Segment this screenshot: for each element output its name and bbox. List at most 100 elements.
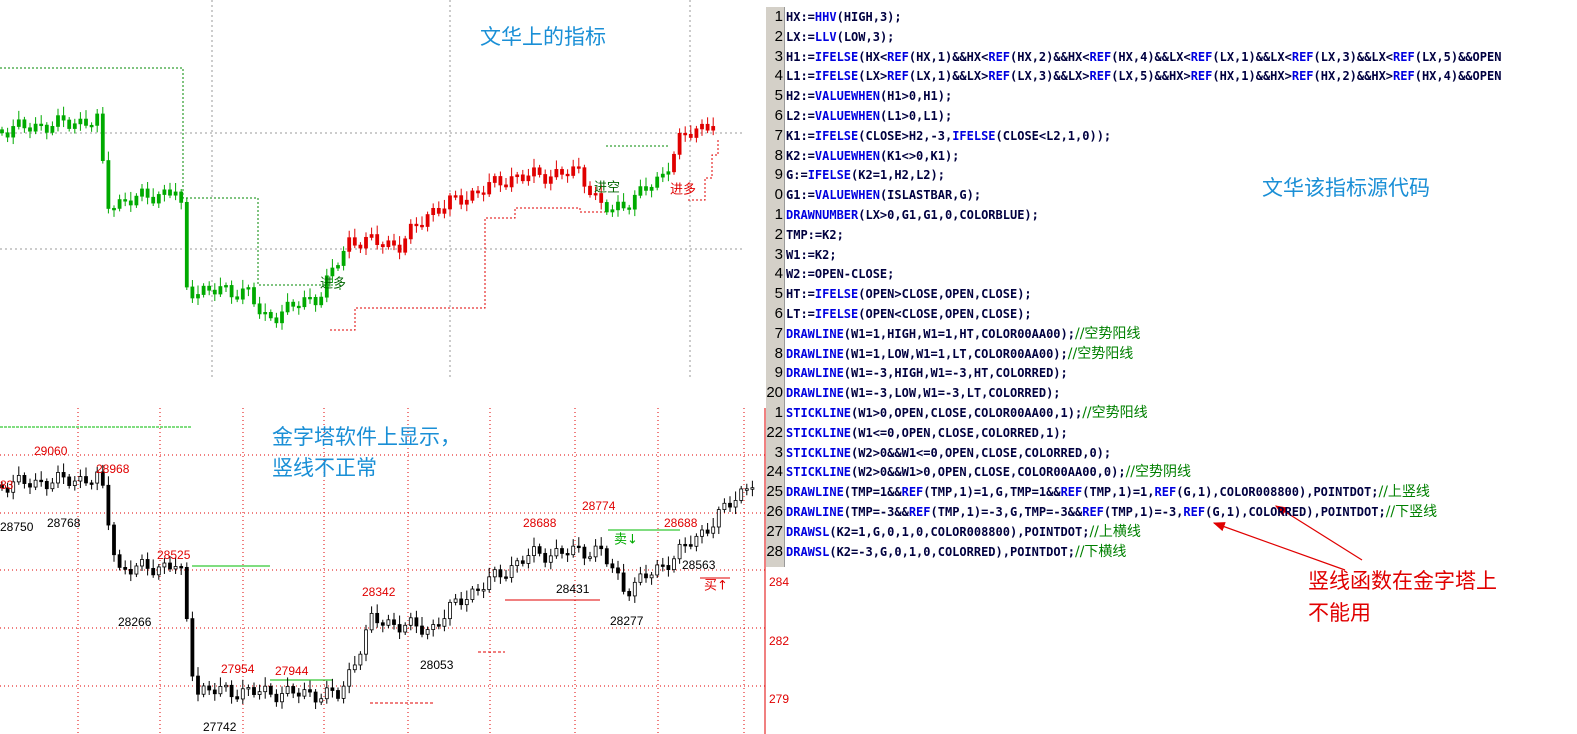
candle-body xyxy=(683,132,688,136)
candle-body xyxy=(22,475,27,484)
candle-body xyxy=(252,287,256,305)
price-label: 28774 xyxy=(582,499,616,513)
code-line: DRAWSL(K2=1,G,0,1,0,COLOR008800),POINTDO… xyxy=(786,523,1141,540)
candle-body xyxy=(403,238,408,253)
candle-body xyxy=(112,207,116,211)
candle-body xyxy=(112,524,116,556)
candle-body xyxy=(436,207,441,214)
candle-body xyxy=(246,287,251,290)
candle-body xyxy=(207,285,212,291)
candle-body xyxy=(319,698,324,703)
candle-body xyxy=(106,160,111,209)
candle-body xyxy=(246,687,251,690)
candle-body xyxy=(504,184,508,188)
candle-body xyxy=(442,618,447,627)
candle-body xyxy=(420,224,424,228)
price-label: 28750 xyxy=(0,520,34,534)
line-number: 20 xyxy=(766,384,783,402)
code-line: K2:=VALUEWHEN(K1<>0,K1); xyxy=(786,148,960,163)
candle-body xyxy=(218,685,223,695)
line-gutter: 1 2 3 4 5 6 7 8 9 0 1 2 3 4 5 6 7 8 9 20 1 22 3 24 25 26 27 28 xyxy=(766,7,785,567)
line-number: 1 xyxy=(774,404,783,421)
candle-body xyxy=(263,685,268,693)
line-number: 28 xyxy=(766,542,783,560)
code-line: DRAWLINE(W1=1,LOW,W1=1,LT,COLOR00AA00);/… xyxy=(786,345,1134,362)
candle-body xyxy=(184,201,189,288)
candle-body xyxy=(744,488,749,491)
code-line: W2:=OPEN-CLOSE; xyxy=(786,267,895,282)
candle-body xyxy=(162,189,167,195)
candle-body xyxy=(515,560,520,567)
candle-body xyxy=(649,574,654,579)
candle-body xyxy=(72,123,77,129)
arrow xyxy=(1212,522,1346,571)
candle-body xyxy=(196,294,200,299)
candle-body xyxy=(660,564,665,567)
candle-body xyxy=(380,622,385,626)
candle-body xyxy=(117,554,122,568)
candle-body xyxy=(509,176,514,188)
candle-body xyxy=(688,544,693,547)
candle-body xyxy=(291,301,296,307)
candle-body xyxy=(392,240,396,246)
candle-body xyxy=(610,209,615,213)
line-number: 6 xyxy=(774,305,783,322)
warning: 不能用 xyxy=(1308,601,1371,625)
candle-body xyxy=(375,234,380,245)
candle-body xyxy=(487,182,492,195)
candle-body xyxy=(33,123,38,132)
candle-body xyxy=(72,480,77,486)
candle-body xyxy=(324,275,329,298)
candle-body xyxy=(644,186,648,191)
candle-body xyxy=(128,200,133,206)
candle-body xyxy=(291,686,296,694)
code-line: DRAWLINE(W1=1,HIGH,W1=1,HT,COLOR00AA00);… xyxy=(786,325,1141,342)
candle-body xyxy=(520,560,525,564)
candle-body xyxy=(627,207,632,210)
candle-body xyxy=(526,175,531,182)
candle-body xyxy=(476,588,480,591)
candle-body xyxy=(89,124,94,128)
candle-body xyxy=(61,472,66,478)
candle-body xyxy=(582,167,587,187)
candle-body xyxy=(364,236,368,249)
code-line: DRAWLINE(TMP=1&&REF(TMP,1)=1,G,TMP=1&&RE… xyxy=(786,484,1430,501)
code-line: STICKLINE(W1>0,OPEN,CLOSE,COLOR00AA00,1)… xyxy=(786,405,1148,421)
line-number: 6 xyxy=(774,107,783,124)
candle-body xyxy=(134,565,139,575)
line-number: 3 xyxy=(774,47,783,65)
code-editor: 1 2 3 4 5 6 7 8 9 0 1 2 3 4 5 6 7 8 9 20 1 22 3 24 25 26 27 28 HX:=… xyxy=(766,7,1577,567)
candle-body xyxy=(89,482,94,485)
top-candles xyxy=(0,106,716,330)
candle-body xyxy=(604,202,609,213)
candle-body xyxy=(380,244,385,248)
candle-body xyxy=(151,568,156,576)
line-number: 9 xyxy=(774,166,783,184)
candle-body xyxy=(84,118,88,126)
line-number: 1 xyxy=(774,8,783,25)
top-chart-title: 文华上的指标 xyxy=(480,25,606,49)
bottom-candles xyxy=(0,463,755,710)
candle-body xyxy=(442,208,447,214)
candle-body xyxy=(739,488,744,501)
candle-body xyxy=(677,543,682,560)
line-number: 2 xyxy=(774,27,783,45)
candle-body xyxy=(11,126,16,138)
candle-body xyxy=(644,573,648,579)
candle-body xyxy=(268,312,273,319)
candle-body xyxy=(50,482,55,490)
signal-label: 进多 xyxy=(670,182,696,198)
candle-body xyxy=(627,591,632,597)
candle-body xyxy=(464,199,469,205)
signal-label: 进多 xyxy=(320,276,346,292)
code-line: K1:=IFELSE(CLOSE>H2,-3,IFELSE(CLOSE<L2,1… xyxy=(786,128,1112,143)
candle-body xyxy=(565,173,570,177)
candle-body xyxy=(543,174,548,184)
candle-body xyxy=(621,572,626,592)
candle-body xyxy=(655,564,660,576)
candle-body xyxy=(386,240,391,248)
candle-body xyxy=(285,301,290,313)
line-number: 8 xyxy=(774,344,783,362)
candle-body xyxy=(576,166,581,169)
candle-body xyxy=(554,169,559,178)
